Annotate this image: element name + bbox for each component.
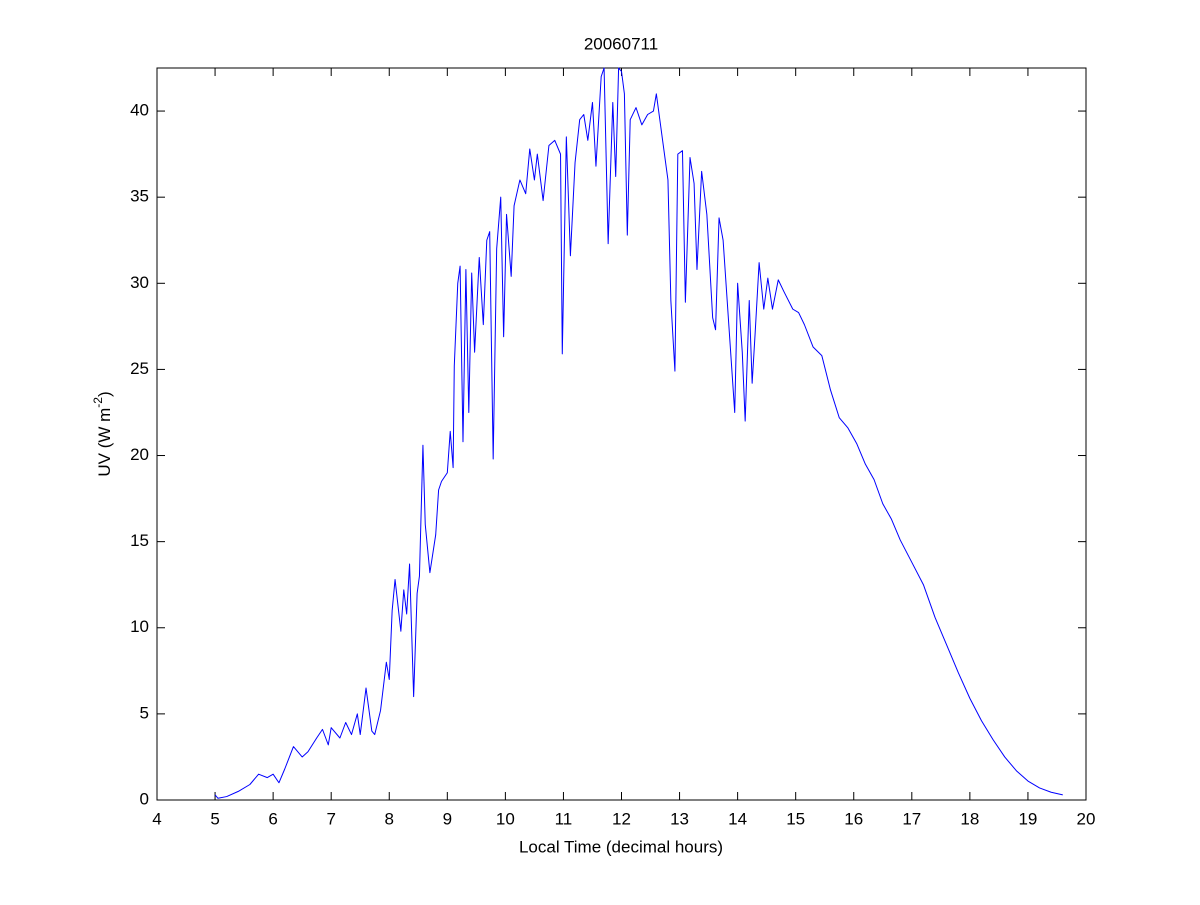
x-tick-label: 6 [268,809,277,828]
y-axis-label: UV (W m-2) [91,391,114,476]
x-tick-label: 15 [786,809,805,828]
y-label-superscript: -2 [91,397,105,408]
x-tick-label: 17 [902,809,921,828]
y-tick-label: 25 [130,359,149,378]
x-tick-label: 13 [670,809,689,828]
y-tick-label: 0 [140,789,149,808]
x-tick-label: 9 [443,809,452,828]
x-tick-label: 18 [960,809,979,828]
x-tick-label: 4 [152,809,161,828]
x-tick-label: 20 [1077,809,1096,828]
x-tick-label: 5 [210,809,219,828]
x-tick-label: 12 [612,809,631,828]
x-tick-label: 7 [326,809,335,828]
data-line [214,67,1063,799]
x-tick-label: 14 [728,809,747,828]
x-tick-label: 8 [385,809,394,828]
chart-title: 20060711 [584,34,658,53]
y-tick-label: 5 [140,703,149,722]
y-tick-label: 40 [130,101,149,120]
x-tick-label: 16 [844,809,863,828]
y-tick-label: 30 [130,273,149,292]
y-label-main: UV (W m [95,408,114,477]
x-axis-label: Local Time (decimal hours) [519,837,723,856]
x-tick-label: 10 [496,809,515,828]
y-tick-label: 35 [130,187,149,206]
x-tick-label: 19 [1018,809,1037,828]
x-tick-label: 11 [555,809,573,828]
y-tick-label: 15 [130,531,149,550]
y-tick-label: 10 [130,617,149,636]
y-label-tail: ) [95,391,114,397]
y-tick-label: 20 [130,445,149,464]
